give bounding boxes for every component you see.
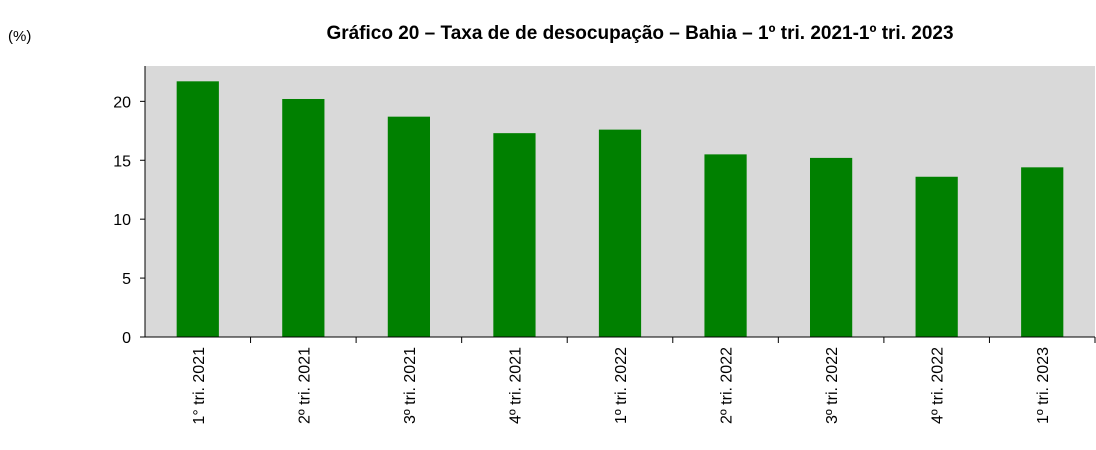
y-tick-label: 20 [113,94,131,111]
bar [598,129,642,337]
bar [1021,167,1064,337]
y-axis-label: (%) [8,28,31,45]
y-tick-label: 15 [113,153,131,170]
x-tick-label: 1º tri. 2022 [613,347,630,424]
bar [493,133,536,337]
bar [282,98,325,337]
x-tick-label: 1° tri. 2021 [191,347,208,425]
x-tick-label: 1º tri. 2023 [1035,347,1052,424]
chart-title: Gráfico 20 – Taxa de de desocupação – Ba… [326,23,953,44]
bar [704,154,747,337]
x-tick-label: 2º tri. 2022 [719,347,736,424]
bar [915,176,958,337]
y-tick-label: 0 [122,330,131,347]
bar [810,157,853,337]
x-tick-label: 4º tri. 2021 [507,347,524,424]
x-tick-label: 3º tri. 2021 [402,347,419,424]
x-tick-label: 2º tri. 2021 [296,347,313,424]
y-tick-label: 5 [122,271,131,288]
x-tick-label: 4º tri. 2022 [930,347,947,424]
y-tick-label: 10 [113,212,131,229]
bar [387,116,430,337]
x-tick-label: 3º tri. 2022 [824,347,841,424]
bar [176,81,219,338]
